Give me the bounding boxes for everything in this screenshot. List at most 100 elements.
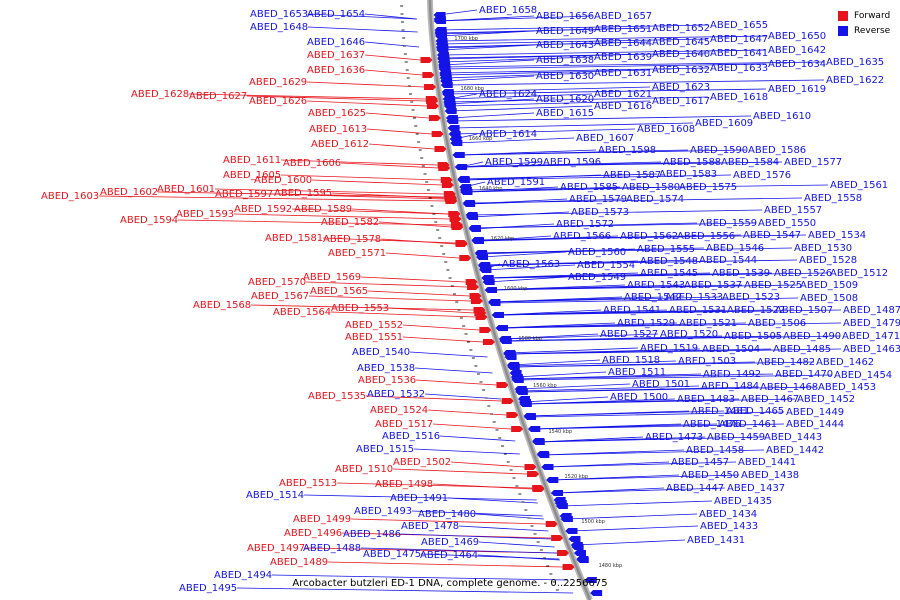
gene-label[interactable]: ABED_1647 bbox=[710, 34, 768, 45]
gene-label[interactable]: ABED_1617 bbox=[652, 96, 710, 107]
gene-label[interactable]: ABED_1655 bbox=[710, 20, 768, 31]
gene-label[interactable]: ABED_1564 bbox=[273, 307, 331, 318]
gene-label[interactable]: ABED_1538 bbox=[357, 363, 415, 374]
gene-label[interactable]: ABED_1463 bbox=[843, 344, 900, 355]
gene-label[interactable]: ABED_1625 bbox=[308, 108, 366, 119]
gene-label[interactable]: ABED_1630 bbox=[536, 71, 594, 82]
gene-label[interactable]: ABED_1485 bbox=[773, 344, 831, 355]
gene-label[interactable]: ABED_1480 bbox=[418, 509, 476, 520]
gene-label[interactable]: ABED_1545 bbox=[640, 268, 698, 279]
gene-label[interactable]: ABED_1621 bbox=[594, 89, 652, 100]
gene-label[interactable]: ABED_1635 bbox=[826, 57, 884, 68]
gene-label[interactable]: ABED_1509 bbox=[800, 280, 858, 291]
gene-label[interactable]: ABED_1640 bbox=[652, 49, 710, 60]
gene-label[interactable]: ABED_1541 bbox=[603, 305, 661, 316]
gene-label[interactable]: ABED_1574 bbox=[626, 194, 684, 205]
gene-label[interactable]: ABED_1616 bbox=[594, 101, 652, 112]
gene-label[interactable]: ABED_1554 bbox=[577, 260, 635, 271]
gene-label[interactable]: ABED_1571 bbox=[328, 248, 386, 259]
gene-label[interactable]: ABED_1459 bbox=[707, 432, 765, 443]
gene-label[interactable]: ABED_1461 bbox=[719, 419, 777, 430]
gene-label[interactable]: ABED_1565 bbox=[310, 286, 368, 297]
gene-label[interactable]: ABED_1484 bbox=[701, 381, 759, 392]
gene-label[interactable]: ABED_1497 bbox=[247, 543, 305, 554]
gene-label[interactable]: ABED_1462 bbox=[816, 357, 874, 368]
gene-label[interactable]: ABED_1534 bbox=[808, 230, 866, 241]
gene-label[interactable]: ABED_1582 bbox=[321, 217, 379, 228]
gene-label[interactable]: ABED_1654 bbox=[307, 9, 365, 20]
gene-label[interactable]: ABED_1649 bbox=[536, 26, 594, 37]
gene-label[interactable]: ABED_1622 bbox=[826, 75, 884, 86]
gene-label[interactable]: ABED_1476 bbox=[683, 419, 741, 430]
gene-label[interactable]: ABED_1637 bbox=[307, 50, 365, 61]
gene-label[interactable]: ABED_1644 bbox=[594, 38, 652, 49]
gene-label[interactable]: ABED_1494 bbox=[214, 570, 272, 581]
gene-label[interactable]: ABED_1493 bbox=[354, 506, 412, 517]
gene-label[interactable]: ABED_1528 bbox=[799, 255, 857, 266]
gene-label[interactable]: ABED_1648 bbox=[250, 22, 308, 33]
gene-label[interactable]: ABED_1526 bbox=[774, 268, 832, 279]
gene-label[interactable]: ABED_1502 bbox=[393, 457, 451, 468]
gene-label[interactable]: ABED_1470 bbox=[775, 369, 833, 380]
gene-label[interactable]: ABED_1515 bbox=[356, 444, 414, 455]
gene-label[interactable]: ABED_1465 bbox=[726, 406, 784, 417]
gene-label[interactable]: ABED_1593 bbox=[176, 209, 234, 220]
gene-label[interactable]: ABED_1464 bbox=[420, 550, 478, 561]
gene-label[interactable]: ABED_1606 bbox=[283, 158, 341, 169]
gene-label[interactable]: ABED_1572 bbox=[556, 219, 614, 230]
gene-label[interactable]: ABED_1512 bbox=[830, 268, 888, 279]
gene-label[interactable]: ABED_1540 bbox=[352, 347, 410, 358]
gene-label[interactable]: ABED_1542 bbox=[624, 292, 682, 303]
gene-label[interactable]: ABED_1553 bbox=[331, 303, 389, 314]
gene-label[interactable]: ABED_1490 bbox=[783, 331, 841, 342]
gene-label[interactable]: ABED_1631 bbox=[594, 68, 652, 79]
gene-label[interactable]: ABED_1568 bbox=[193, 300, 251, 311]
gene-label[interactable]: ABED_1557 bbox=[764, 205, 822, 216]
gene-label[interactable]: ABED_1539 bbox=[712, 268, 770, 279]
gene-label[interactable]: ABED_1454 bbox=[834, 370, 892, 381]
gene-label[interactable]: ABED_1618 bbox=[710, 92, 768, 103]
gene-label[interactable]: ABED_1516 bbox=[382, 431, 440, 442]
gene-label[interactable]: ABED_1610 bbox=[753, 111, 811, 122]
gene-label[interactable]: ABED_1607 bbox=[576, 133, 634, 144]
gene-label[interactable]: ABED_1523 bbox=[722, 292, 780, 303]
gene-label[interactable]: ABED_1511 bbox=[608, 367, 666, 378]
gene-label[interactable]: ABED_1634 bbox=[768, 59, 826, 70]
gene-label[interactable]: ABED_1443 bbox=[764, 432, 822, 443]
gene-label[interactable]: ABED_1552 bbox=[345, 320, 403, 331]
gene-label[interactable]: ABED_1498 bbox=[375, 479, 433, 490]
gene-label[interactable]: ABED_1458 bbox=[686, 445, 744, 456]
gene-label[interactable]: ABED_1506 bbox=[748, 318, 806, 329]
gene-label[interactable]: ABED_1501 bbox=[632, 379, 690, 390]
gene-label[interactable]: ABED_1536 bbox=[358, 375, 416, 386]
gene-label[interactable]: ABED_1638 bbox=[536, 55, 594, 66]
gene-label[interactable]: ABED_1653 bbox=[250, 9, 308, 20]
gene-label[interactable]: ABED_1522 bbox=[727, 305, 785, 316]
gene-label[interactable]: ABED_1579 bbox=[569, 194, 627, 205]
gene-label[interactable]: ABED_1543 bbox=[627, 280, 685, 291]
gene-label[interactable]: ABED_1583 bbox=[659, 169, 717, 180]
gene-label[interactable]: ABED_1619 bbox=[768, 84, 826, 95]
gene-label[interactable]: ABED_1560 bbox=[568, 247, 626, 258]
gene-label[interactable]: ABED_1525 bbox=[744, 280, 802, 291]
gene-label[interactable]: ABED_1627 bbox=[189, 91, 247, 102]
gene-label[interactable]: ABED_1504 bbox=[702, 344, 760, 355]
gene-label[interactable]: ABED_1537 bbox=[684, 280, 742, 291]
gene-label[interactable]: ABED_1594 bbox=[120, 215, 178, 226]
gene-label[interactable]: ABED_1639 bbox=[594, 52, 652, 63]
gene-label[interactable]: ABED_1471 bbox=[842, 331, 900, 342]
gene-label[interactable]: ABED_1643 bbox=[536, 40, 594, 51]
gene-label[interactable]: ABED_1592 bbox=[234, 204, 292, 215]
gene-label[interactable]: ABED_1486 bbox=[343, 529, 401, 540]
gene-label[interactable]: ABED_1577 bbox=[784, 157, 842, 168]
gene-label[interactable]: ABED_1433 bbox=[700, 521, 758, 532]
gene-label[interactable]: ABED_1492 bbox=[703, 369, 761, 380]
gene-label[interactable]: ABED_1615 bbox=[536, 108, 594, 119]
gene-label[interactable]: ABED_1646 bbox=[307, 37, 365, 48]
gene-label[interactable]: ABED_1576 bbox=[733, 170, 791, 181]
gene-label[interactable]: ABED_1496 bbox=[284, 528, 342, 539]
gene-label[interactable]: ABED_1588 bbox=[663, 157, 721, 168]
gene-label[interactable]: ABED_1500 bbox=[610, 392, 668, 403]
gene-label[interactable]: ABED_1575 bbox=[679, 182, 737, 193]
gene-label[interactable]: ABED_1517 bbox=[375, 419, 433, 430]
